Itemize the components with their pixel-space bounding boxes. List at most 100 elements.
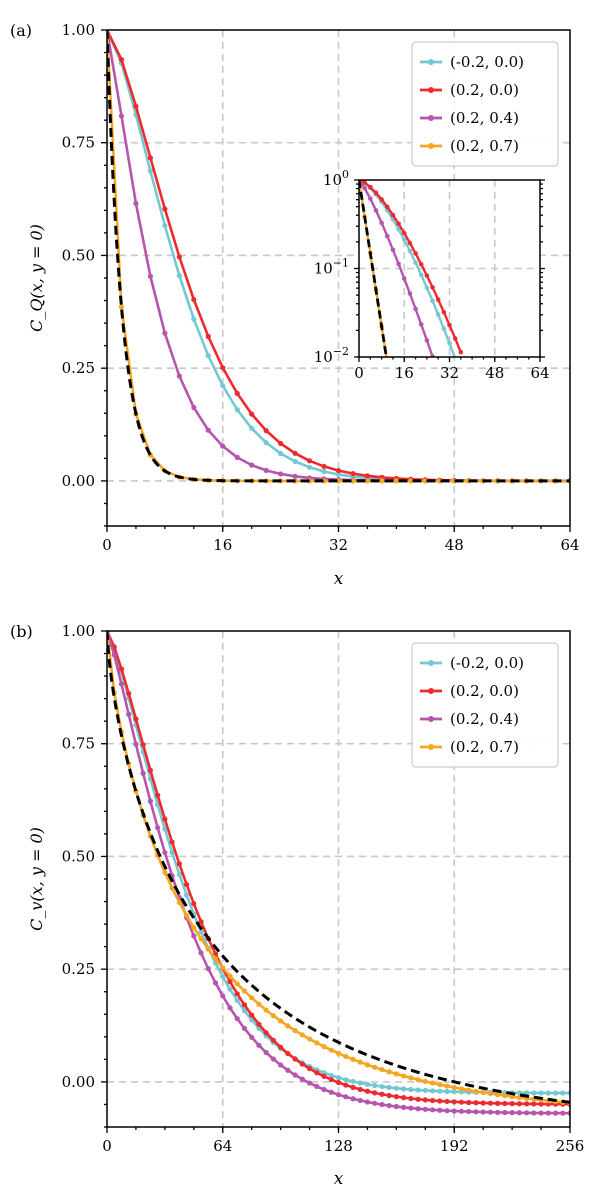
- legend-item: (-0.2, 0.0): [420, 654, 524, 672]
- data-point: [372, 1082, 378, 1089]
- inset-y-tick-label: 100: [323, 168, 349, 189]
- legend-item: (0.2, 0.4): [420, 710, 519, 728]
- data-point: [306, 1066, 313, 1072]
- inset-data-point: [368, 196, 373, 201]
- data-point: [126, 711, 132, 717]
- data-point: [292, 473, 298, 479]
- data-point: [227, 973, 233, 979]
- data-point: [408, 1075, 414, 1081]
- data-point: [531, 1110, 537, 1116]
- data-point: [343, 1082, 349, 1088]
- data-point: [357, 1059, 363, 1065]
- data-point: [429, 1088, 436, 1094]
- data-point: [147, 168, 154, 174]
- data-point: [212, 956, 219, 962]
- data-point: [379, 1101, 385, 1108]
- data-point: [176, 899, 182, 906]
- data-point: [198, 936, 204, 942]
- data-point: [422, 1097, 428, 1103]
- panel-label: (b): [10, 622, 33, 641]
- y-axis-label: C_v(x, y = 0): [27, 827, 46, 931]
- data-point: [278, 1044, 284, 1050]
- data-point: [155, 825, 161, 831]
- data-point: [140, 742, 146, 748]
- data-point: [379, 1083, 385, 1090]
- data-point: [220, 965, 226, 971]
- inset-data-point: [384, 233, 390, 239]
- data-point: [343, 1053, 349, 1060]
- data-point: [176, 871, 182, 878]
- y-axis-label: C_Q(x, y = 0): [27, 224, 46, 332]
- data-point: [183, 892, 190, 898]
- data-point: [321, 1073, 327, 1079]
- data-point: [162, 206, 168, 212]
- inset-x-tick-label: 64: [530, 364, 549, 382]
- inset-data-point: [384, 204, 390, 210]
- data-point: [191, 316, 197, 322]
- inset-y-tick-label: 10−1: [314, 257, 349, 278]
- inset-data-point: [418, 322, 424, 327]
- y-tick-label: 0.25: [62, 960, 95, 978]
- data-point: [451, 1084, 457, 1091]
- data-point: [357, 1086, 363, 1093]
- data-point: [386, 1092, 392, 1099]
- data-point: [205, 353, 211, 359]
- data-point: [538, 1110, 544, 1116]
- y-tick-label: 0.50: [62, 847, 95, 865]
- data-point: [234, 997, 240, 1004]
- data-point: [220, 365, 226, 371]
- data-point: [292, 450, 298, 456]
- data-point: [256, 1001, 262, 1007]
- data-point: [176, 373, 182, 379]
- inset-data-point: [452, 336, 458, 341]
- data-point: [118, 304, 125, 310]
- inset-data-point: [424, 285, 430, 290]
- data-point: [545, 1090, 551, 1096]
- data-point: [155, 792, 161, 798]
- legend-label: (-0.2, 0.0): [450, 53, 524, 71]
- data-point: [509, 1110, 515, 1116]
- data-point: [140, 770, 146, 776]
- data-point: [278, 1018, 284, 1024]
- data-point: [487, 1109, 494, 1115]
- data-point: [466, 1099, 472, 1106]
- data-point: [386, 1084, 392, 1091]
- data-point: [386, 1102, 392, 1109]
- data-point: [415, 1087, 421, 1093]
- data-point: [270, 1037, 276, 1043]
- data-point: [393, 1103, 399, 1110]
- data-point: [429, 1107, 436, 1113]
- data-point: [422, 1078, 428, 1084]
- data-point: [401, 1086, 407, 1092]
- data-point: [408, 1086, 414, 1093]
- y-tick-label: 0.75: [62, 134, 95, 152]
- data-point: [422, 1106, 428, 1112]
- data-point: [429, 1080, 436, 1086]
- data-point: [205, 333, 211, 340]
- data-point: [473, 1088, 479, 1094]
- data-point: [335, 1075, 342, 1081]
- data-point: [408, 1095, 414, 1102]
- x-tick-label: 0: [102, 536, 112, 554]
- data-point: [234, 1016, 240, 1022]
- data-point: [162, 816, 168, 822]
- inset-reference-curve: [359, 180, 388, 357]
- legend-marker: [428, 744, 434, 750]
- data-point: [169, 849, 175, 856]
- data-point: [249, 1012, 255, 1018]
- inset-data-point: [401, 230, 407, 236]
- data-point: [401, 1095, 407, 1101]
- data-point: [162, 869, 168, 876]
- data-point: [451, 1108, 457, 1114]
- data-point: [415, 1106, 421, 1112]
- inset-x-tick-label: 0: [354, 364, 364, 382]
- inset-data-point: [418, 272, 424, 278]
- data-point: [552, 1090, 559, 1096]
- data-point: [263, 440, 269, 446]
- data-point: [118, 113, 125, 119]
- data-point: [321, 1086, 327, 1093]
- data-point: [393, 1071, 399, 1077]
- data-point: [350, 1096, 356, 1102]
- data-point: [249, 1034, 255, 1040]
- legend-label: (0.2, 0.4): [450, 710, 519, 728]
